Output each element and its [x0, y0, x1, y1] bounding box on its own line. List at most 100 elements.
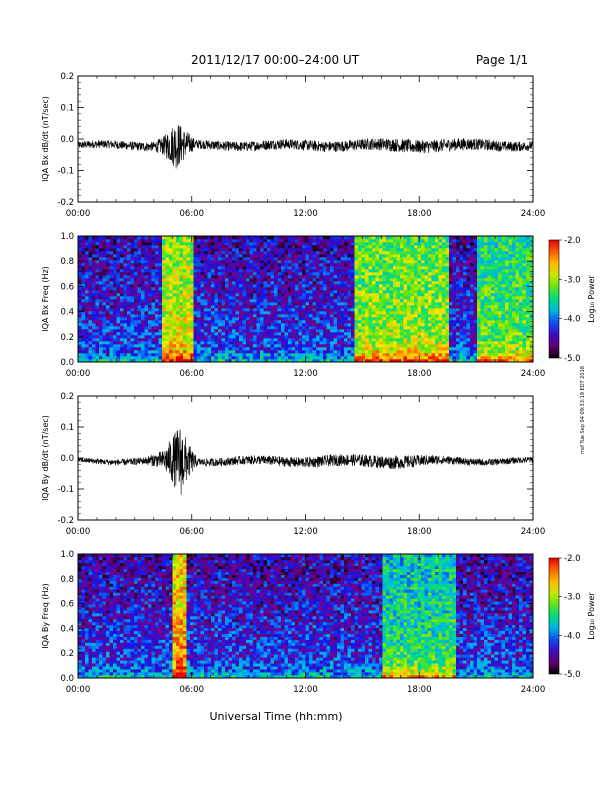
- heat-cell: [410, 275, 415, 279]
- heat-cell: [204, 326, 208, 330]
- heat-cell: [183, 299, 187, 303]
- heat-cell: [365, 335, 369, 339]
- heat-cell: [316, 239, 320, 243]
- heat-cell: [347, 263, 352, 267]
- heat-cell: [340, 341, 345, 345]
- heat-cell: [274, 287, 278, 291]
- heat-cell: [417, 299, 422, 303]
- heat-cell: [88, 257, 93, 261]
- heat-cell: [375, 260, 380, 264]
- heat-cell: [130, 332, 135, 336]
- heat-cell: [375, 293, 380, 297]
- heat-cell: [295, 275, 299, 279]
- heat-cell: [228, 266, 233, 270]
- heat-cell: [92, 350, 96, 354]
- heat-cell: [200, 317, 205, 321]
- heat-cell: [400, 236, 404, 240]
- heat-cell: [228, 323, 233, 327]
- heat-cell: [323, 248, 327, 252]
- heat-cell: [319, 260, 324, 264]
- heat-cell: [99, 236, 103, 240]
- heat-cell: [414, 287, 418, 291]
- heat-cell: [281, 239, 285, 243]
- heat-cell: [260, 290, 264, 294]
- heat-cell: [400, 257, 404, 261]
- heat-cell: [211, 332, 215, 336]
- heat-cell: [319, 287, 324, 291]
- heat-cell: [386, 245, 390, 249]
- heat-cell: [466, 338, 471, 342]
- heat-cell: [456, 269, 460, 273]
- heat-cell: [176, 341, 180, 345]
- heat-cell: [431, 317, 436, 321]
- heat-cell: [99, 335, 103, 339]
- heat-cell: [347, 344, 352, 348]
- heat-cell: [337, 317, 341, 321]
- y-tick-label: -0.1: [57, 167, 74, 177]
- heat-cell: [445, 284, 450, 288]
- heat-cell: [452, 344, 457, 348]
- heat-cell: [435, 287, 439, 291]
- heat-cell: [130, 323, 135, 327]
- heat-cell: [372, 248, 376, 252]
- heat-cell: [445, 275, 450, 279]
- heat-cell: [95, 350, 100, 354]
- heat-cell: [92, 299, 96, 303]
- heat-cell: [295, 254, 299, 258]
- heat-cell: [246, 257, 250, 261]
- heat-cell: [109, 317, 114, 321]
- heat-cell: [88, 260, 93, 264]
- heat-cell: [340, 284, 345, 288]
- heat-cell: [176, 296, 180, 300]
- heat-cell: [95, 317, 100, 321]
- heat-cell: [179, 266, 184, 270]
- heat-cell: [456, 275, 460, 279]
- heat-cell: [137, 251, 142, 255]
- heat-cell: [263, 293, 268, 297]
- heat-cell: [78, 311, 82, 315]
- heat-cell: [305, 359, 310, 363]
- heat-cell: [263, 347, 268, 351]
- heat-cell: [333, 302, 338, 306]
- heat-cell: [141, 353, 145, 357]
- heat-cell: [459, 359, 464, 363]
- heat-cell: [463, 296, 467, 300]
- heat-cell: [235, 338, 240, 342]
- heat-cell: [242, 257, 247, 261]
- heat-cell: [214, 281, 219, 285]
- heat-cell: [144, 329, 149, 333]
- heat-cell: [473, 326, 478, 330]
- heat-cell: [410, 323, 415, 327]
- heat-cell: [263, 254, 268, 258]
- heat-cell: [253, 329, 257, 333]
- heat-cell: [431, 263, 436, 267]
- heat-cell: [295, 353, 299, 357]
- heat-cell: [232, 251, 236, 255]
- heat-cell: [242, 278, 247, 282]
- heat-cell: [165, 284, 170, 288]
- heat-cell: [204, 347, 208, 351]
- heat-cell: [316, 272, 320, 276]
- heat-cell: [120, 239, 124, 243]
- heat-cell: [256, 239, 261, 243]
- heat-cell: [480, 323, 485, 327]
- heat-cell: [295, 293, 299, 297]
- heat-cell: [470, 245, 474, 249]
- heat-cell: [141, 308, 145, 312]
- heat-cell: [127, 293, 131, 297]
- heat-cell: [414, 305, 418, 309]
- heat-cell: [442, 239, 446, 243]
- heat-cell: [158, 236, 163, 240]
- heat-cell: [445, 254, 450, 258]
- heat-cell: [109, 329, 114, 333]
- heat-cell: [92, 308, 96, 312]
- heat-cell: [330, 272, 334, 276]
- heat-cell: [207, 239, 212, 243]
- heat-cell: [421, 281, 425, 285]
- heat-cell: [263, 299, 268, 303]
- heat-cell: [183, 257, 187, 261]
- bx-spectrogram-panel: 00:00 06:00 12:00 18:00 24:000.00.20.40.60.8…: [41, 232, 596, 379]
- heat-cell: [330, 305, 334, 309]
- heat-cell: [207, 335, 212, 339]
- heat-cell: [193, 299, 198, 303]
